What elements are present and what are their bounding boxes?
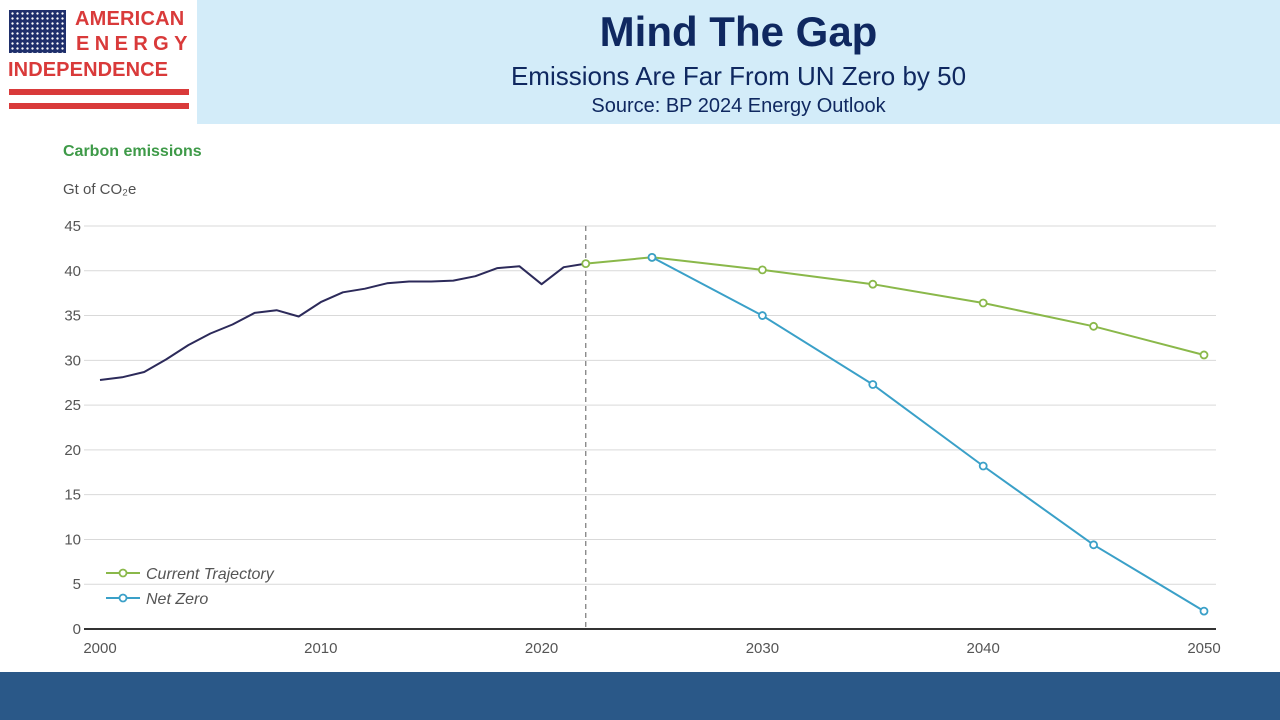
data-point xyxy=(978,461,988,471)
logo-word-american: AMERICAN xyxy=(75,8,185,30)
y-tick-label: 15 xyxy=(64,487,81,504)
data-point xyxy=(868,279,878,289)
x-tick-label: 2030 xyxy=(746,640,779,657)
y-tick-label: 20 xyxy=(64,442,81,459)
y-tick-label: 40 xyxy=(64,263,81,280)
logo-stripe xyxy=(9,103,189,109)
footer-bar xyxy=(0,672,1280,720)
legend-marker xyxy=(118,568,128,578)
y-tick-label: 25 xyxy=(64,397,81,414)
x-tick-label: 2000 xyxy=(83,640,116,657)
data-point xyxy=(1089,540,1098,550)
data-point xyxy=(758,265,767,275)
chart-title: Carbon emissions xyxy=(63,143,202,160)
emissions-chart: 0 5 10 15 20 25 30 35 40 45 2000 2010 2020 2030 2040 20… xyxy=(64,218,1220,657)
title-banner: AMERICAN ENERGY INDEPENDENCE Mind The Ga… xyxy=(0,0,1280,124)
page-title: Mind The Gap xyxy=(599,8,878,55)
data-point xyxy=(1089,321,1098,331)
logo-stripe xyxy=(9,89,189,95)
data-point xyxy=(581,259,591,269)
y-tick-label: 10 xyxy=(64,531,81,548)
x-tick-label: 2010 xyxy=(304,640,337,657)
y-axis-label: Gt of CO₂e xyxy=(63,181,137,198)
y-tick-label: 45 xyxy=(64,218,81,235)
data-point xyxy=(1199,350,1209,360)
data-point xyxy=(978,298,988,308)
legend-label: Current Trajectory xyxy=(146,566,275,583)
data-point xyxy=(647,252,657,262)
source-note: Source: BP 2024 Energy Outlook xyxy=(591,95,886,117)
data-point xyxy=(1199,606,1209,616)
y-tick-label: 0 xyxy=(73,621,81,638)
series-line-0 xyxy=(99,262,586,381)
x-tick-label: 2040 xyxy=(967,640,1000,657)
x-tick-label: 2050 xyxy=(1187,640,1220,657)
logo: AMERICAN ENERGY INDEPENDENCE xyxy=(0,0,197,124)
page-subtitle: Emissions Are Far From UN Zero by 50 xyxy=(510,61,967,91)
y-tick-label: 5 xyxy=(73,576,81,593)
y-tick-label: 35 xyxy=(64,308,81,325)
data-point xyxy=(758,311,767,320)
data-point xyxy=(868,380,878,389)
logo-word-energy: ENERGY xyxy=(76,33,193,55)
legend-marker xyxy=(118,593,128,603)
x-tick-label: 2020 xyxy=(525,640,558,657)
series-line-2 xyxy=(651,256,1205,612)
us-flag-icon xyxy=(9,10,66,53)
legend-label: Net Zero xyxy=(146,591,208,608)
logo-word-independence: INDEPENDENCE xyxy=(8,59,169,81)
y-tick-label: 30 xyxy=(64,352,81,369)
